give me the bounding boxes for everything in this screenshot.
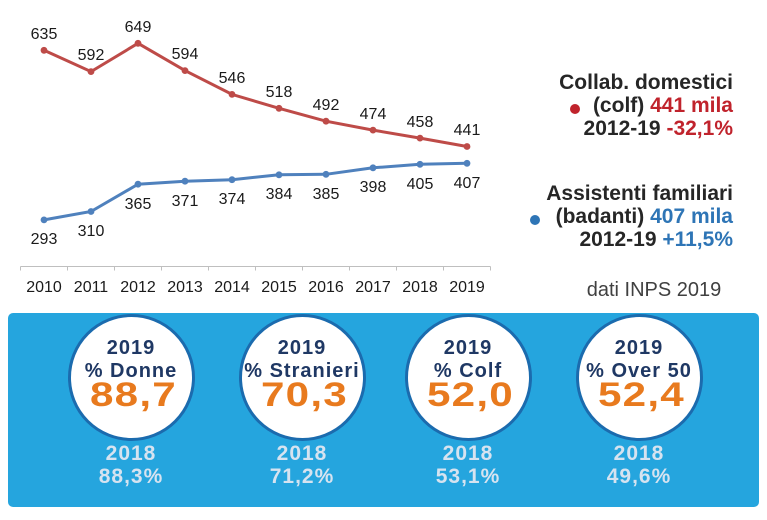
svg-text:310: 310 [78,223,105,240]
svg-text:405: 405 [407,176,434,193]
svg-text:441: 441 [454,122,481,139]
svg-text:2014: 2014 [214,279,250,296]
svg-text:635: 635 [31,26,58,43]
svg-text:2015: 2015 [261,279,297,296]
svg-text:2016: 2016 [308,279,344,296]
svg-text:2017: 2017 [355,279,391,296]
svg-text:2012: 2012 [120,279,156,296]
svg-text:2019: 2019 [449,279,485,296]
svg-text:592: 592 [78,47,105,64]
svg-text:2013: 2013 [167,279,203,296]
svg-text:365: 365 [125,196,152,213]
svg-text:518: 518 [266,84,293,101]
svg-text:374: 374 [219,191,246,208]
svg-text:293: 293 [31,231,58,248]
svg-text:371: 371 [172,193,199,210]
svg-text:384: 384 [266,186,293,203]
svg-text:492: 492 [313,97,340,114]
svg-text:546: 546 [219,70,246,87]
svg-text:474: 474 [360,106,387,123]
svg-text:398: 398 [360,179,387,196]
svg-text:458: 458 [407,114,434,131]
svg-text:649: 649 [125,19,152,36]
svg-text:2018: 2018 [402,279,438,296]
svg-text:407: 407 [454,175,481,192]
svg-text:385: 385 [313,186,340,203]
svg-text:2011: 2011 [74,279,109,296]
svg-text:594: 594 [172,46,199,63]
svg-text:2010: 2010 [26,279,62,296]
